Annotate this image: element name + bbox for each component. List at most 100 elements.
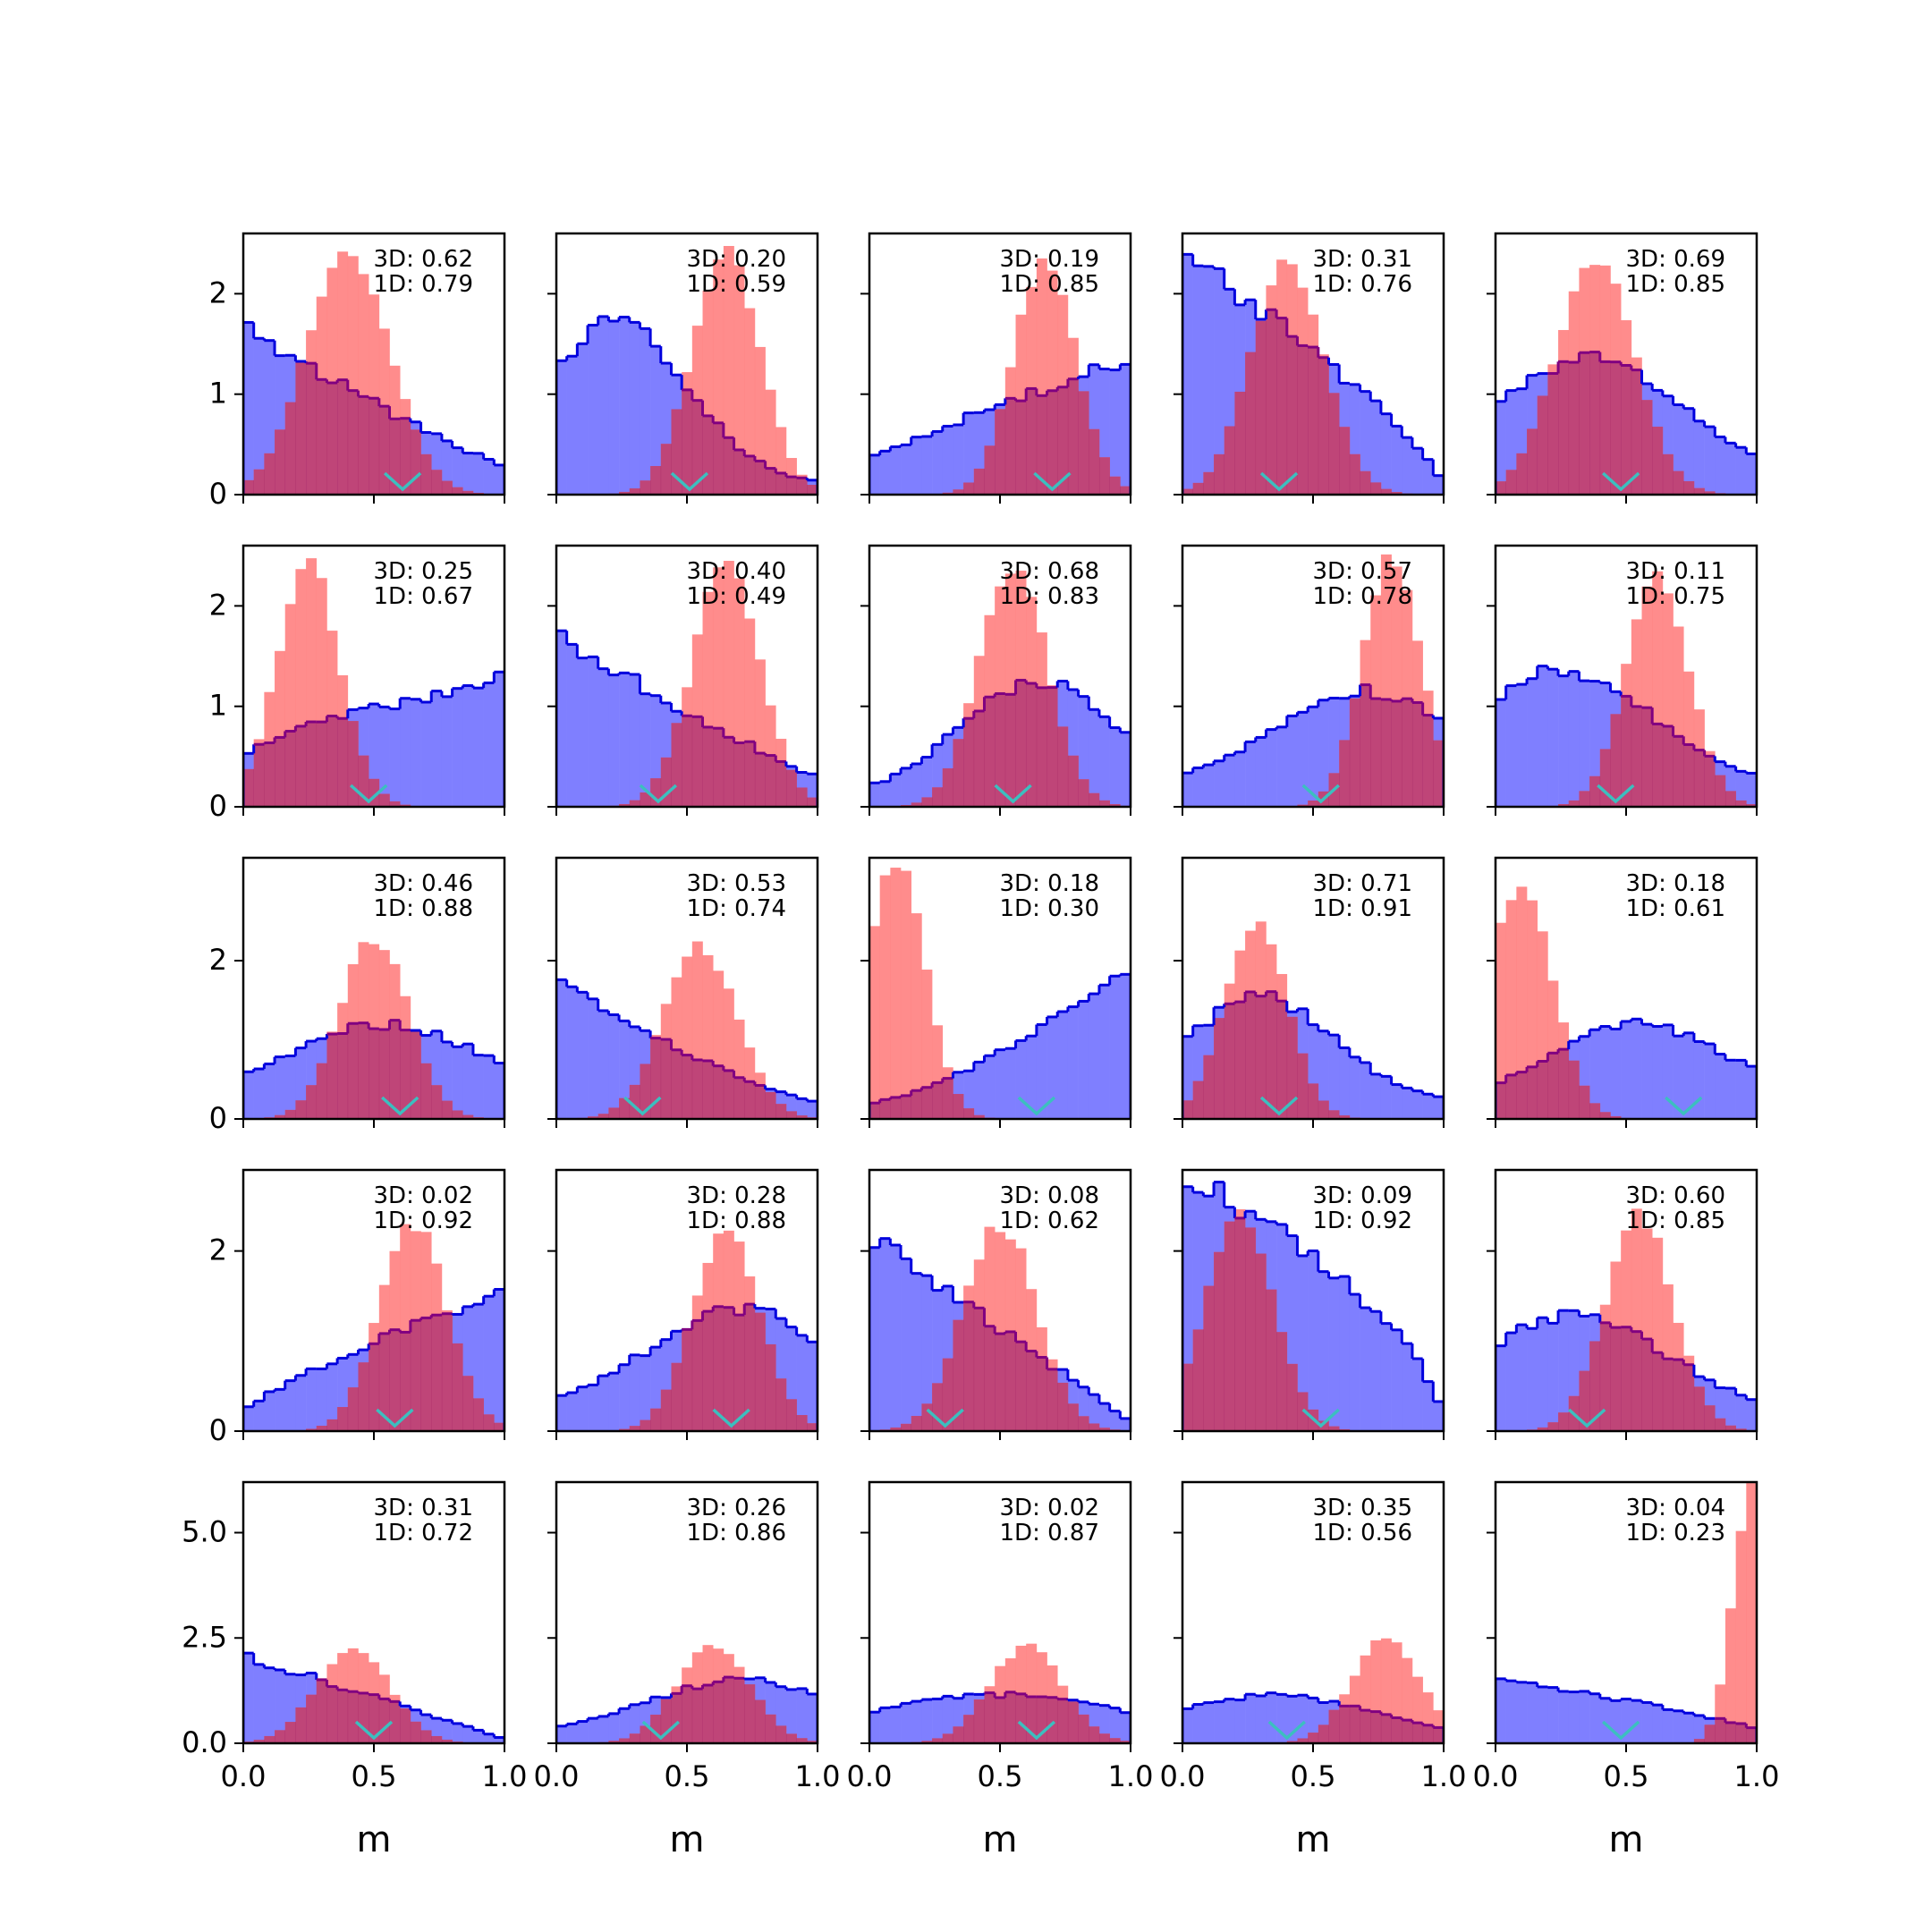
overlap-histogram-bar — [1308, 800, 1319, 807]
overlap-histogram-bar — [378, 793, 390, 807]
blue-histogram-bar — [295, 1047, 307, 1119]
overlap-histogram-bar — [921, 797, 933, 807]
blue-histogram-bar — [243, 1072, 254, 1119]
overlap-histogram-bar — [1599, 1322, 1611, 1431]
red-histogram-bar — [953, 1094, 964, 1119]
overlap-histogram-bar — [347, 390, 359, 495]
overlap-histogram-bar — [671, 1049, 682, 1119]
overlap-histogram-bar — [358, 1362, 369, 1431]
red-histogram-bar — [1547, 1422, 1559, 1431]
red-histogram-bar — [901, 870, 912, 1119]
red-histogram-bar — [369, 944, 380, 1119]
overlap-histogram-bar — [765, 468, 776, 495]
overlap-histogram-bar — [1652, 1352, 1664, 1431]
overlap-histogram-bar — [326, 1686, 338, 1743]
marker-chevron — [670, 471, 709, 492]
annotation-3d: 3D: 0.53 — [687, 870, 786, 897]
blue-histogram-bar — [441, 440, 453, 495]
red-histogram-bar — [682, 1667, 693, 1743]
red-histogram-bar — [378, 793, 390, 807]
red-histogram-bar — [1297, 1738, 1309, 1743]
blue-histogram-bar — [462, 453, 474, 495]
blue-histogram-bar — [629, 674, 640, 807]
overlap-histogram-bar — [1286, 1741, 1298, 1743]
overlap-histogram-bar — [1380, 1714, 1392, 1743]
annotation-3d: 3D: 0.02 — [374, 1182, 473, 1209]
overlap-histogram-bar — [682, 1329, 693, 1431]
blue-histogram-bar — [775, 1318, 787, 1431]
red-histogram-bar — [932, 787, 944, 807]
overlap-histogram-bar — [629, 800, 640, 807]
overlap-histogram-bar — [369, 398, 380, 495]
overlap-histogram-bar — [1735, 800, 1747, 807]
overlap-histogram-bar — [942, 768, 953, 807]
red-histogram-bar — [1735, 1428, 1747, 1431]
overlap-histogram-bar — [713, 1306, 724, 1431]
blue-histogram-bar — [1746, 453, 1757, 495]
red-histogram-bar — [973, 468, 985, 495]
overlap-histogram-bar — [1496, 1082, 1506, 1119]
red-histogram-bar — [984, 445, 996, 495]
blue-histogram-bar — [1192, 1192, 1204, 1431]
blue-histogram-bar — [807, 1342, 818, 1431]
overlap-histogram-bar — [1746, 804, 1757, 807]
blue-histogram-bar — [619, 1021, 631, 1119]
y-tick-label: 2 — [209, 275, 227, 309]
red-histogram-bar — [1318, 1100, 1329, 1119]
red-histogram-bar — [1203, 1285, 1215, 1431]
blue-histogram-bar — [264, 1063, 275, 1119]
overlap-histogram-bar — [1046, 1368, 1058, 1431]
red-histogram-bar — [1214, 1018, 1225, 1119]
overlap-histogram-bar — [1214, 1251, 1225, 1431]
overlap-histogram-bar — [713, 1065, 724, 1119]
blue-histogram-bar — [1192, 266, 1204, 495]
overlap-histogram-bar — [1109, 476, 1121, 495]
red-histogram-bar — [1652, 427, 1664, 495]
red-histogram-bar — [1339, 1114, 1351, 1119]
overlap-histogram-bar — [608, 1107, 620, 1119]
overlap-histogram-bar — [973, 1699, 985, 1743]
blue-histogram-bar — [1109, 976, 1121, 1119]
annotation-1d: 1D: 0.59 — [687, 271, 786, 298]
overlap-histogram-bar — [1286, 1016, 1298, 1119]
red-histogram-bar — [1057, 294, 1069, 495]
red-histogram-bar — [1276, 973, 1288, 1119]
overlap-histogram-bar — [796, 1738, 808, 1743]
red-histogram-bar — [1004, 367, 1016, 495]
blue-histogram-bar — [1683, 1713, 1695, 1743]
overlap-histogram-bar — [942, 1358, 953, 1431]
blue-histogram-bar — [1662, 1024, 1674, 1119]
red-histogram-bar — [243, 479, 254, 495]
blue-histogram-bar — [1349, 1294, 1360, 1431]
overlap-histogram-bar — [660, 1699, 672, 1743]
plot-area — [1496, 1208, 1757, 1431]
red-histogram-bar — [869, 926, 880, 1119]
red-histogram-bar — [691, 1295, 703, 1431]
overlap-histogram-bar — [1276, 1332, 1288, 1431]
red-histogram-bar — [911, 1416, 922, 1431]
overlap-histogram-bar — [1652, 427, 1664, 495]
marker-chevron — [1033, 471, 1072, 492]
overlap-histogram-bar — [973, 710, 985, 807]
red-histogram-bar — [682, 687, 693, 807]
annotation-3d: 3D: 0.35 — [1313, 1495, 1412, 1521]
blue-histogram-bar — [942, 1696, 953, 1743]
overlap-histogram-bar — [1558, 804, 1570, 807]
red-histogram-bar — [713, 259, 724, 495]
overlap-histogram-bar — [807, 1423, 818, 1431]
red-histogram-bar — [733, 1019, 745, 1119]
overlap-histogram-bar — [378, 1699, 390, 1743]
overlap-histogram-bar — [1266, 309, 1277, 495]
blue-histogram-bar — [1673, 1036, 1684, 1119]
blue-histogram-bar — [588, 998, 599, 1119]
blue-histogram-bar — [566, 1724, 578, 1743]
blue-histogram-bar — [1589, 681, 1601, 807]
red-histogram-bar — [1735, 800, 1747, 807]
red-histogram-bar — [807, 797, 818, 807]
blue-histogram-bar — [556, 1725, 567, 1743]
blue-histogram-bar — [1286, 716, 1298, 807]
